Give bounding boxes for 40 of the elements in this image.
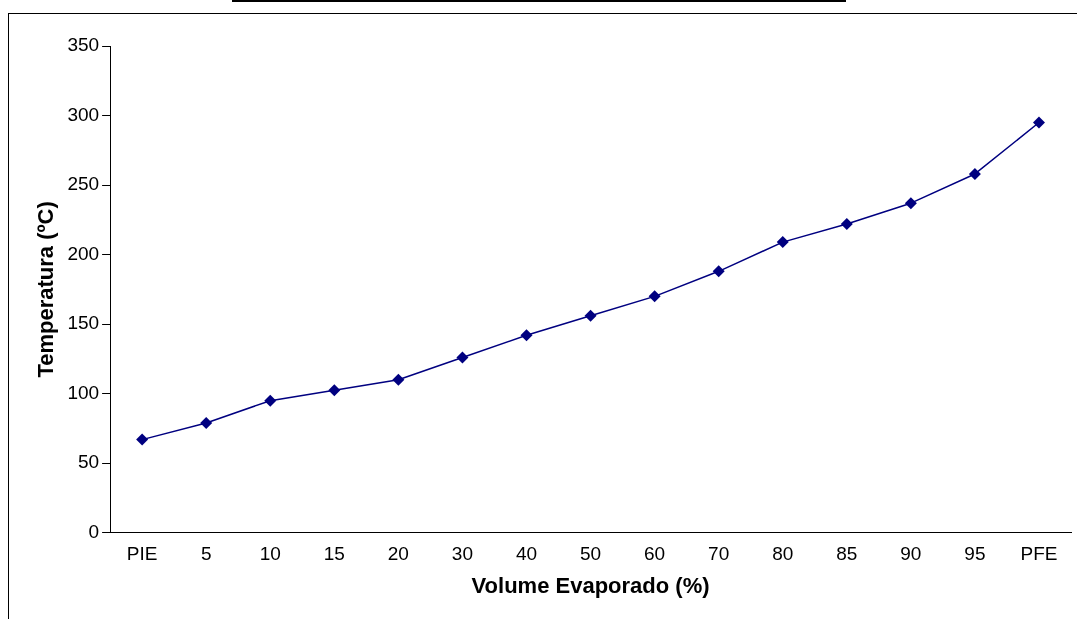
x-tick-label: 95	[964, 543, 986, 565]
x-tick-label: 10	[259, 543, 281, 565]
point	[840, 218, 853, 231]
x-tick-label: 40	[515, 543, 538, 565]
y-tick-label: 300	[67, 103, 100, 125]
point	[776, 236, 789, 249]
point	[264, 394, 277, 407]
point	[456, 351, 469, 364]
y-tick-label: 50	[77, 451, 100, 473]
x-axis-title: Volume Evaporado (%)	[471, 572, 710, 598]
point	[200, 416, 213, 429]
x-tick-label: PIE	[126, 543, 158, 565]
point	[392, 373, 405, 386]
x-tick-label: 70	[708, 543, 730, 565]
point	[136, 433, 149, 446]
x-tick-label: 5	[200, 543, 212, 565]
point	[712, 265, 725, 278]
x-tick-label: 30	[451, 543, 473, 565]
x-tick-label: 85	[836, 543, 858, 565]
x-tick-label: 20	[387, 543, 409, 565]
point	[648, 290, 661, 303]
x-tick-label: 60	[644, 543, 666, 565]
point	[968, 167, 981, 180]
point	[328, 384, 341, 397]
y-tick-label: 350	[67, 34, 100, 56]
x-tick-label: 90	[900, 543, 922, 565]
y-tick-label: 0	[88, 521, 100, 543]
point	[520, 329, 533, 342]
point	[584, 309, 597, 322]
y-tick-label: 100	[67, 381, 100, 403]
point	[904, 197, 917, 210]
x-tick-label: 15	[323, 543, 345, 565]
y-tick-label: 150	[67, 312, 100, 334]
point	[1032, 116, 1045, 129]
x-tick-label: 50	[579, 543, 602, 565]
y-tick-label: 200	[67, 242, 100, 264]
y-axis-title: Temperatura (ºC)	[33, 201, 59, 378]
x-tick-label: 80	[772, 543, 794, 565]
x-tick-label: PFE	[1020, 543, 1058, 565]
y-tick-label: 250	[67, 173, 100, 195]
